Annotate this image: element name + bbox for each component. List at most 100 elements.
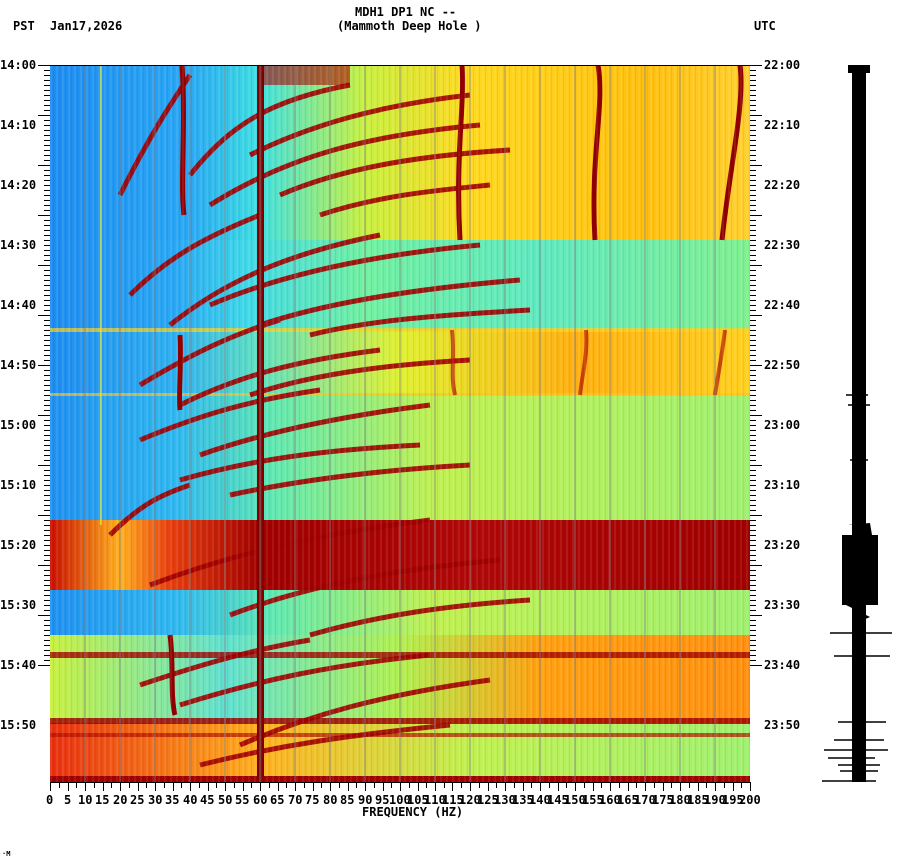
y-tick-right xyxy=(750,520,756,521)
x-tick xyxy=(269,782,270,788)
x-label: 65 xyxy=(270,793,285,807)
x-tick xyxy=(426,782,427,788)
x-tick xyxy=(243,782,244,791)
y-tick-right xyxy=(750,105,756,106)
x-tick xyxy=(278,782,279,791)
x-tick xyxy=(225,782,226,791)
x-tick xyxy=(251,782,252,788)
y-tick-left xyxy=(44,550,50,551)
x-label: 125 xyxy=(477,793,499,807)
x-label: 60 xyxy=(253,793,268,807)
date-label: Jan17,2026 xyxy=(50,19,123,33)
y-tick-right xyxy=(750,355,756,356)
y-tick-left xyxy=(44,475,50,476)
y-label-right: 23:10 xyxy=(764,478,801,492)
x-label: 30 xyxy=(148,793,163,807)
y-label-right: 22:00 xyxy=(764,58,801,72)
x-label: 45 xyxy=(200,793,215,807)
y-tick-left xyxy=(44,185,50,186)
y-tick-left xyxy=(44,90,50,91)
y-tick-left xyxy=(38,165,50,166)
y-tick-left xyxy=(44,400,50,401)
y-tick-right xyxy=(750,555,756,556)
x-tick xyxy=(208,782,209,791)
y-tick-right xyxy=(750,340,756,341)
x-tick xyxy=(164,782,165,788)
y-tick-right xyxy=(750,650,756,651)
x-tick xyxy=(199,782,200,788)
y-tick-right xyxy=(750,570,756,571)
y-tick-right xyxy=(750,470,756,471)
x-label: 170 xyxy=(634,793,656,807)
y-tick-right xyxy=(750,215,762,216)
y-tick-left xyxy=(44,600,50,601)
x-tick xyxy=(628,782,629,791)
y-tick-left xyxy=(38,215,50,216)
y-tick-right xyxy=(750,150,756,151)
y-tick-left xyxy=(44,195,50,196)
y-tick-left xyxy=(38,565,50,566)
x-tick xyxy=(584,782,585,788)
x-label: 135 xyxy=(512,793,534,807)
y-tick-left xyxy=(44,480,50,481)
y-tick-right xyxy=(750,320,756,321)
x-tick xyxy=(619,782,620,788)
x-tick xyxy=(50,782,51,791)
y-label-left: 14:40 xyxy=(0,298,37,312)
x-tick xyxy=(216,782,217,788)
y-tick-left xyxy=(44,430,50,431)
y-label-right: 23:20 xyxy=(764,538,801,552)
x-tick xyxy=(680,782,681,791)
y-tick-right xyxy=(750,380,756,381)
x-tick xyxy=(374,782,375,788)
y-tick-left xyxy=(44,205,50,206)
y-tick-right xyxy=(750,435,756,436)
y-tick-right xyxy=(750,585,756,586)
y-tick-right xyxy=(750,80,756,81)
y-tick-right xyxy=(750,210,756,211)
x-tick xyxy=(505,782,506,791)
y-tick-left xyxy=(44,590,50,591)
y-tick-left xyxy=(44,155,50,156)
x-label: 0 xyxy=(46,793,54,807)
y-tick-left xyxy=(44,345,50,346)
y-tick-left xyxy=(44,450,50,451)
x-tick xyxy=(514,782,515,788)
y-tick-left xyxy=(44,95,50,96)
x-tick xyxy=(138,782,139,791)
x-label: 40 xyxy=(183,793,198,807)
y-tick-left xyxy=(44,350,50,351)
y-tick-left xyxy=(44,445,50,446)
x-label: 10 xyxy=(78,793,93,807)
y-tick-right xyxy=(750,610,756,611)
y-tick-right xyxy=(750,485,756,486)
y-label-left: 14:00 xyxy=(0,58,37,72)
y-tick-right xyxy=(750,70,756,71)
y-tick-left xyxy=(44,500,50,501)
y-tick-left xyxy=(44,380,50,381)
y-tick-left xyxy=(44,105,50,106)
y-tick-right xyxy=(750,455,756,456)
y-tick-left xyxy=(44,255,50,256)
y-tick-right xyxy=(750,110,756,111)
y-tick-right xyxy=(750,385,756,386)
y-tick-left xyxy=(44,420,50,421)
y-tick-right xyxy=(750,530,756,531)
y-tick-right xyxy=(750,115,762,116)
y-tick-right xyxy=(750,415,762,416)
y-tick-right xyxy=(750,250,756,251)
y-tick-left xyxy=(44,370,50,371)
y-tick-left xyxy=(44,520,50,521)
y-tick-right xyxy=(750,490,756,491)
y-tick-left xyxy=(44,405,50,406)
y-tick-right xyxy=(750,225,756,226)
y-tick-right xyxy=(750,620,756,621)
y-tick-right xyxy=(750,605,756,606)
y-tick-right xyxy=(750,130,756,131)
y-tick-left xyxy=(44,485,50,486)
y-tick-left xyxy=(44,300,50,301)
y-tick-right xyxy=(750,460,756,461)
x-tick xyxy=(234,782,235,788)
x-label: 110 xyxy=(424,793,446,807)
y-tick-right xyxy=(750,155,756,156)
